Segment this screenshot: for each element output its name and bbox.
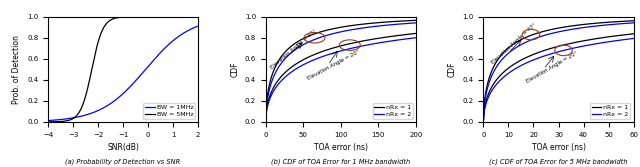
Y-axis label: CDF: CDF — [230, 62, 239, 77]
Legend: BW = 1MHz, BW = 5MHz: BW = 1MHz, BW = 5MHz — [143, 103, 195, 119]
X-axis label: TOA error (ns): TOA error (ns) — [314, 143, 368, 152]
Y-axis label: CDF: CDF — [448, 62, 457, 77]
X-axis label: TOA error (ns): TOA error (ns) — [532, 143, 586, 152]
Y-axis label: Prob. of Detection: Prob. of Detection — [12, 35, 22, 104]
Text: (c) CDF of TOA Error for 5 MHz bandwidth: (c) CDF of TOA Error for 5 MHz bandwidth — [489, 159, 628, 165]
Text: Elevation Angle = 47°: Elevation Angle = 47° — [269, 29, 317, 70]
Text: (b) CDF of TOA Error for 1 MHz bandwidth: (b) CDF of TOA Error for 1 MHz bandwidth — [271, 159, 410, 165]
Text: Elevation Angle = 20°: Elevation Angle = 20° — [307, 49, 361, 81]
Legend: nRx = 1, nRx = 2: nRx = 1, nRx = 2 — [372, 103, 413, 119]
Text: (a) Probability of Detection vs SNR: (a) Probability of Detection vs SNR — [65, 159, 180, 165]
X-axis label: SNR(dB): SNR(dB) — [107, 143, 139, 152]
Text: Elevation Angle = 47°: Elevation Angle = 47° — [491, 22, 538, 65]
Text: Elevation Angle = 20°: Elevation Angle = 20° — [526, 51, 579, 84]
Legend: nRx = 1, nRx = 2: nRx = 1, nRx = 2 — [590, 103, 630, 119]
